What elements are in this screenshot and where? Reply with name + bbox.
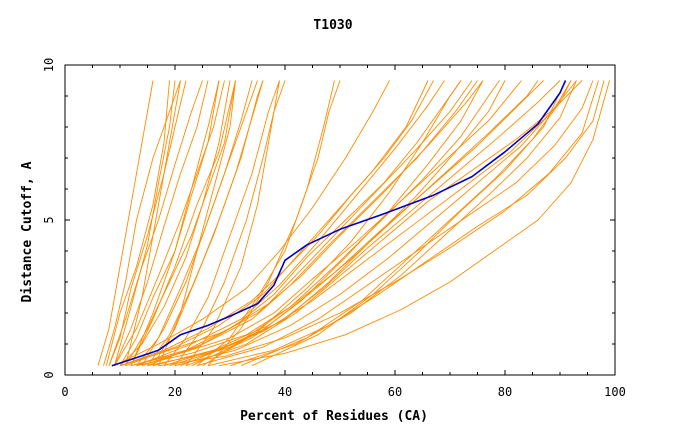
series-line-40 [196,80,594,367]
series-line-7 [114,80,225,366]
series-line-19 [114,80,176,366]
series-line-13 [130,80,220,366]
series-layer [97,80,610,367]
series-line-47 [202,80,462,367]
series-line-42 [207,80,605,367]
series-line-22 [158,80,236,366]
series-line-31 [119,80,473,367]
series-line-16 [125,80,181,366]
axis-layer: 0 20 40 60 80 100 0 5 10 [42,58,626,399]
series-line-10 [119,80,231,367]
series-line-26 [125,80,429,367]
y-tick-label-10: 10 [42,58,56,72]
series-line-15 [152,80,264,366]
series-line-12 [141,80,258,366]
series-line-33 [130,80,522,367]
x-tick-label-60: 60 [388,385,402,399]
series-line-30 [141,80,478,367]
x-tick-label-40: 40 [278,385,292,399]
series-line-39 [185,80,583,367]
highlight-series-line [111,80,567,367]
series-line-9 [130,80,236,366]
y-axis-label: Distance Cutoff, A [20,161,35,302]
series-line-21 [185,80,280,366]
series-line-29 [136,80,445,367]
x-tick-label-0: 0 [61,385,68,399]
series-line-35 [136,80,544,367]
series-line-48 [229,80,577,367]
series-line-25 [119,80,434,367]
series-line-24 [207,80,341,366]
series-line-8 [125,80,236,366]
series-line-43 [218,80,610,367]
series-line-37 [174,80,572,367]
series-line-38 [147,80,577,367]
series-line-50 [251,80,566,367]
series-line-5 [108,80,203,366]
series-line-45 [180,80,500,367]
y-tick-label-0: 0 [42,371,56,378]
series-line-28 [114,80,390,367]
series-line-27 [130,80,462,367]
series-line-17 [163,80,280,366]
y-tick-label-5: 5 [42,216,56,223]
series-line-41 [158,80,599,367]
series-line-18 [97,80,154,366]
plot-frame [64,64,616,376]
series-line-46 [191,80,484,367]
series-line-44 [169,80,506,367]
x-tick-label-80: 80 [498,385,512,399]
x-tick-label-20: 20 [168,385,182,399]
chart-title: T1030 [313,18,352,33]
series-line-1 [103,80,181,366]
x-axis-label: Percent of Residues (CA) [240,409,428,424]
series-line-34 [152,80,539,367]
x-tick-label-100: 100 [604,385,626,399]
series-line-49 [240,80,572,367]
series-line-3 [108,80,187,366]
series-line-4 [114,80,209,366]
series-line-2 [105,80,170,366]
series-line-32 [147,80,484,367]
